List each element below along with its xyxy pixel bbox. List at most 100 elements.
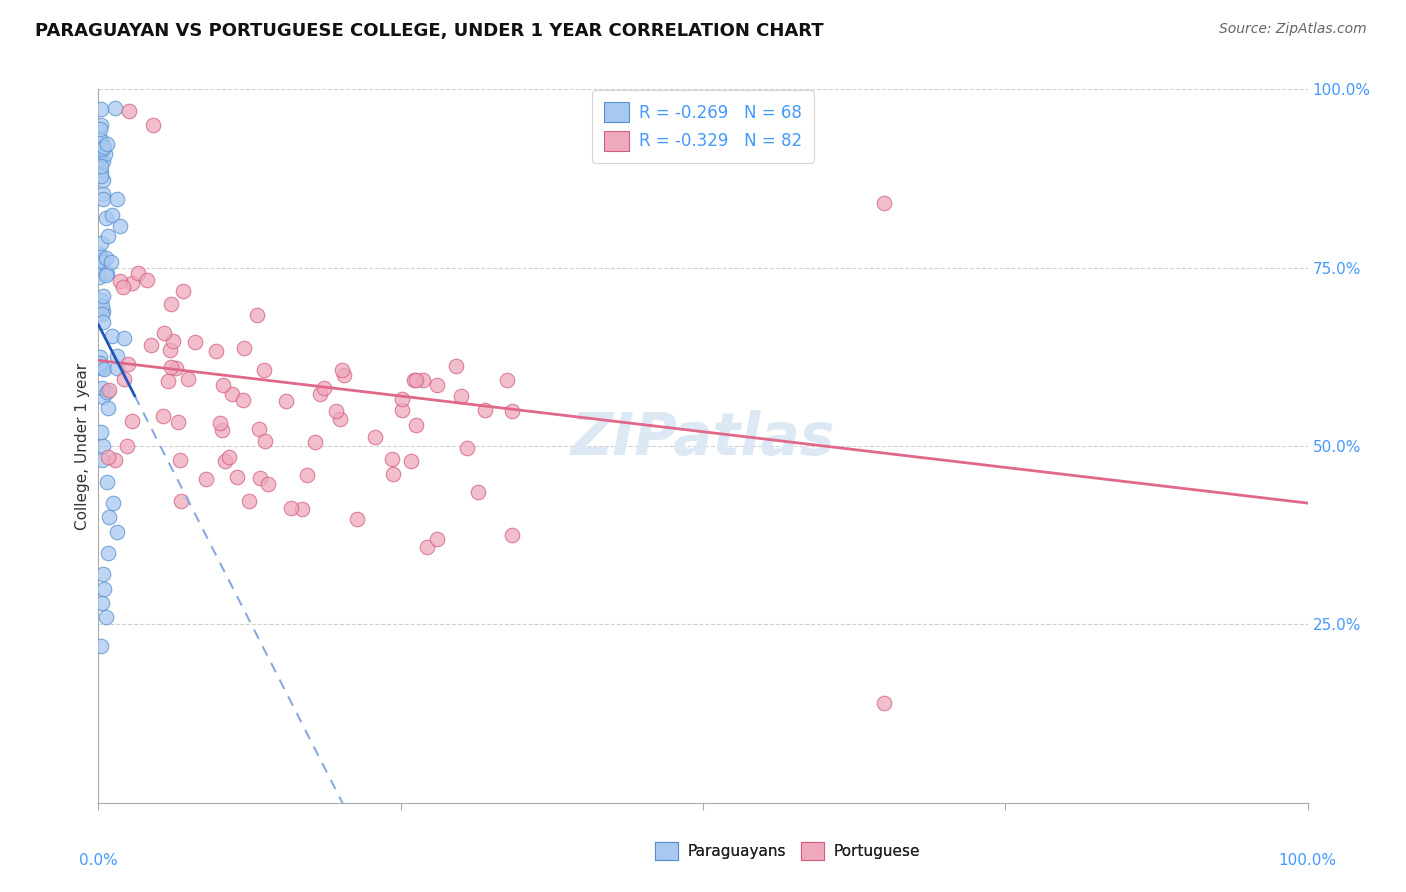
Point — [330, 363, 353, 377]
Point — [456, 442, 478, 456]
Point — [89, 356, 111, 370]
Point — [247, 422, 270, 436]
Point — [474, 403, 496, 417]
Point — [89, 350, 111, 364]
Point — [87, 131, 110, 145]
Point — [91, 596, 114, 610]
Point — [91, 453, 114, 467]
Point — [226, 470, 249, 484]
Point — [97, 229, 120, 244]
Point — [96, 268, 118, 283]
Point — [91, 304, 114, 318]
Point — [91, 154, 114, 169]
Point — [252, 363, 274, 377]
Point — [176, 372, 198, 386]
Point — [93, 314, 115, 328]
Point — [96, 137, 118, 152]
Point — [136, 273, 159, 287]
Point — [97, 384, 120, 398]
Point — [90, 133, 112, 147]
Text: ZIPatlas: ZIPatlas — [571, 410, 835, 467]
Point — [381, 451, 404, 466]
Point — [412, 373, 434, 387]
Point — [194, 472, 217, 486]
Point — [104, 453, 127, 467]
Point — [105, 360, 128, 375]
Point — [257, 476, 280, 491]
Point — [94, 610, 117, 624]
Point — [152, 409, 174, 424]
Point — [90, 159, 112, 173]
Point — [232, 392, 254, 407]
Point — [304, 434, 326, 449]
Point — [205, 343, 228, 358]
Point — [90, 639, 112, 653]
Point — [91, 173, 114, 187]
Point — [873, 696, 896, 710]
Point — [90, 299, 112, 313]
Point — [280, 501, 302, 516]
Point — [291, 502, 314, 516]
Point — [105, 349, 128, 363]
Point — [101, 496, 124, 510]
Point — [495, 373, 517, 387]
Point — [89, 147, 111, 161]
Point — [98, 510, 121, 524]
Point — [90, 425, 112, 439]
Point — [91, 255, 114, 269]
Point — [246, 308, 269, 322]
Point — [91, 567, 114, 582]
Y-axis label: College, Under 1 year: College, Under 1 year — [75, 362, 90, 530]
Point — [501, 528, 523, 542]
Point — [93, 582, 115, 596]
Point — [90, 235, 112, 250]
Text: 0.0%: 0.0% — [79, 853, 118, 868]
Point — [405, 373, 427, 387]
Point — [467, 484, 489, 499]
Point — [118, 103, 141, 118]
Point — [90, 254, 112, 268]
Point — [238, 494, 260, 508]
Point — [90, 165, 112, 179]
Point — [117, 357, 139, 371]
Point — [426, 532, 449, 546]
Point — [325, 404, 347, 418]
Point — [91, 252, 114, 266]
Point — [96, 385, 118, 400]
Point — [172, 284, 194, 298]
Point — [444, 359, 467, 373]
Point — [94, 251, 117, 265]
Point — [112, 331, 135, 345]
Point — [90, 361, 112, 376]
Point — [90, 169, 112, 184]
Point — [416, 540, 439, 554]
Point — [209, 416, 232, 430]
Point — [139, 338, 162, 352]
Point — [232, 341, 254, 355]
Point — [112, 372, 135, 386]
Point — [97, 401, 120, 415]
Point — [110, 219, 132, 233]
Point — [221, 387, 243, 401]
Point — [160, 359, 183, 374]
Point — [364, 429, 387, 443]
Point — [121, 276, 143, 290]
Point — [169, 453, 191, 467]
Point — [314, 381, 336, 395]
Point — [211, 378, 233, 392]
Point — [211, 423, 233, 437]
Point — [381, 467, 404, 481]
Point — [96, 266, 118, 280]
Point — [121, 415, 143, 429]
Point — [91, 142, 114, 156]
Point — [450, 389, 472, 403]
Point — [401, 454, 423, 468]
Point — [111, 280, 134, 294]
Point — [405, 418, 427, 433]
Legend: Paraguayans, Portuguese: Paraguayans, Portuguese — [650, 836, 927, 866]
Point — [91, 439, 114, 453]
Point — [101, 329, 124, 343]
Point — [91, 288, 114, 302]
Point — [249, 471, 271, 485]
Point — [127, 266, 149, 280]
